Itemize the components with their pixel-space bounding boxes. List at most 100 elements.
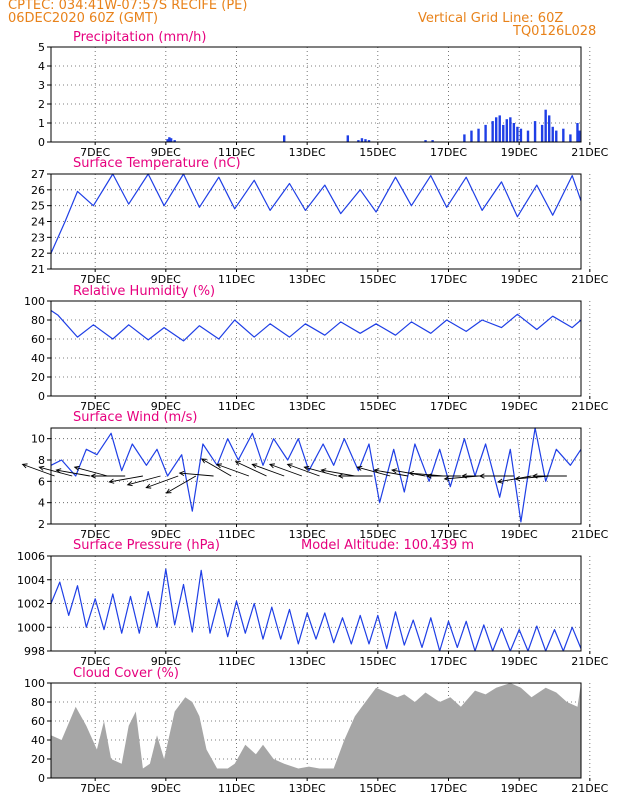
panel2-y-tick-label: 26: [31, 184, 45, 197]
panel4-wind-arrowhead: [408, 470, 415, 476]
panel6-plot-frame: [50, 682, 582, 779]
panel1-bar: [498, 115, 501, 142]
panel5-y-tick-label: 1002: [17, 598, 45, 611]
panel2-y-tick-label: 23: [31, 231, 45, 244]
panel3-x-tick-label: 21DEC: [571, 400, 608, 413]
panel1-x-tick-label: 11DEC: [218, 146, 255, 159]
panel6-y-tick-label: 40: [31, 734, 45, 747]
panel4-y-tick-label: 6: [38, 475, 45, 488]
panel3-y-tick-label: 0: [38, 390, 45, 403]
panel4-wind-vector: [304, 466, 338, 477]
panel1-bar: [540, 124, 544, 142]
panel4-wind-arrowhead: [90, 473, 96, 479]
panel5-y-tick-label: 1006: [17, 550, 45, 563]
panel1-bar: [364, 139, 367, 142]
panel4-wind-vector: [374, 469, 408, 477]
panel4-wind-arrowhead: [443, 476, 450, 482]
panel2-y-tick-label: 24: [31, 216, 45, 229]
panel2-y-tick-label: 25: [31, 200, 45, 213]
panel4-wind-arrowhead: [55, 468, 62, 474]
panel4-wind-vector: [287, 463, 320, 477]
panel4-wind-vector: [269, 463, 303, 477]
panel3-x-tick-label: 7DEC: [80, 400, 110, 413]
panel5-y-tick-label: 998: [24, 645, 45, 658]
panel4-y-tick-label: 2: [38, 518, 45, 531]
panel3-series-line: [50, 310, 582, 342]
panel4-title: Surface Wind (m/s): [73, 410, 197, 425]
panel2-x-tick-label: 7DEC: [80, 273, 110, 286]
panel1-bar: [551, 126, 554, 142]
panel4-wind-arrowhead: [108, 478, 115, 484]
panel1-x-tick-label: 15DEC: [359, 146, 396, 159]
panel6-x-tick-label: 15DEC: [359, 782, 396, 795]
panel4-wind-arrowhead: [286, 463, 293, 469]
panel2-series-line: [50, 173, 582, 254]
panel4-wind-arrowhead: [145, 483, 152, 489]
panel1-bar: [562, 128, 565, 142]
panel3-y-tick-label: 20: [31, 371, 45, 384]
panel4-plot-frame: [50, 427, 582, 525]
panel4-wind-arrowhead: [514, 476, 521, 482]
panel5-x-tick-label: 9DEC: [151, 655, 181, 668]
panel1-plot-frame: [50, 46, 582, 143]
panel6-x-tick-label: 21DEC: [571, 782, 608, 795]
panel4-wind-vector: [166, 475, 197, 494]
panel4-wind-vector: [74, 466, 108, 477]
panel4-wind-arrowhead: [531, 473, 538, 479]
panel4-wind-arrowhead: [461, 473, 467, 479]
panel1-bar: [505, 119, 508, 142]
panel4-x-tick-label: 21DEC: [571, 528, 608, 541]
panel1-x-tick-label: 19DEC: [501, 146, 538, 159]
panel3-plot-frame: [50, 300, 582, 397]
panel1-bar: [516, 126, 519, 142]
panel5-series-line: [50, 568, 582, 652]
panel4-wind-vector: [321, 469, 355, 477]
panel6-x-tick-label: 17DEC: [430, 782, 467, 795]
panel4-wind-arrowhead: [320, 468, 327, 474]
panel1-bar: [367, 140, 371, 142]
panel5-x-tick-label: 13DEC: [289, 655, 326, 668]
panel5-y-tick-label: 1004: [17, 574, 45, 587]
panel6-cloud-area: [51, 683, 581, 778]
panel4-wind-arrowhead: [268, 463, 275, 469]
panel6-x-tick-label: 13DEC: [289, 782, 326, 795]
panel5-x-tick-label: 11DEC: [218, 655, 255, 668]
panel1-bar: [512, 123, 516, 142]
panel4-x-tick-label: 7DEC: [80, 528, 110, 541]
panel4-y-tick-label: 10: [31, 433, 45, 446]
panel4-wind-arrowhead: [478, 473, 485, 479]
panel4-wind-arrowhead: [126, 481, 133, 487]
panel1-bar: [283, 135, 286, 142]
panel1-bar: [509, 117, 512, 142]
panel6-x-tick-label: 19DEC: [501, 782, 538, 795]
panel4-x-tick-label: 9DEC: [151, 528, 181, 541]
panel1-bar: [519, 128, 523, 142]
panel4-y-tick-label: 8: [38, 454, 45, 467]
panel4-y-tick-label: 4: [38, 497, 45, 510]
panel1-bar: [526, 130, 530, 142]
panel4-wind-arrowhead: [356, 465, 363, 471]
panel4-wind-vector: [39, 466, 73, 477]
panel4-wind-arrowhead: [251, 463, 258, 469]
panel1-bar: [484, 124, 487, 142]
panel3-x-tick-label: 15DEC: [359, 400, 396, 413]
panel4-wind-vector: [22, 463, 55, 477]
panel3-x-tick-label: 17DEC: [430, 400, 467, 413]
panel4-wind-arrowhead: [38, 465, 45, 471]
panel4-x-tick-label: 19DEC: [501, 528, 538, 541]
panel4-wind-arrowhead: [497, 478, 503, 484]
panel6-y-tick-label: 60: [31, 715, 45, 728]
panel4-wind-arrowhead: [200, 458, 207, 464]
panel2-x-tick-label: 11DEC: [218, 273, 255, 286]
panel4-wind-vector: [357, 466, 391, 477]
panel1-y-tick-label: 3: [38, 79, 45, 92]
panel5-x-tick-label: 21DEC: [571, 655, 608, 668]
panel3-y-tick-label: 60: [31, 333, 45, 346]
panel5-y-tick-label: 1000: [17, 621, 45, 634]
panel2-title: Surface Temperature (nC): [73, 156, 241, 171]
panel4-series-line: [50, 427, 582, 523]
panel2-x-tick-label: 9DEC: [151, 273, 181, 286]
panel4-x-tick-label: 17DEC: [430, 528, 467, 541]
panel4-wind-vector: [216, 463, 250, 477]
